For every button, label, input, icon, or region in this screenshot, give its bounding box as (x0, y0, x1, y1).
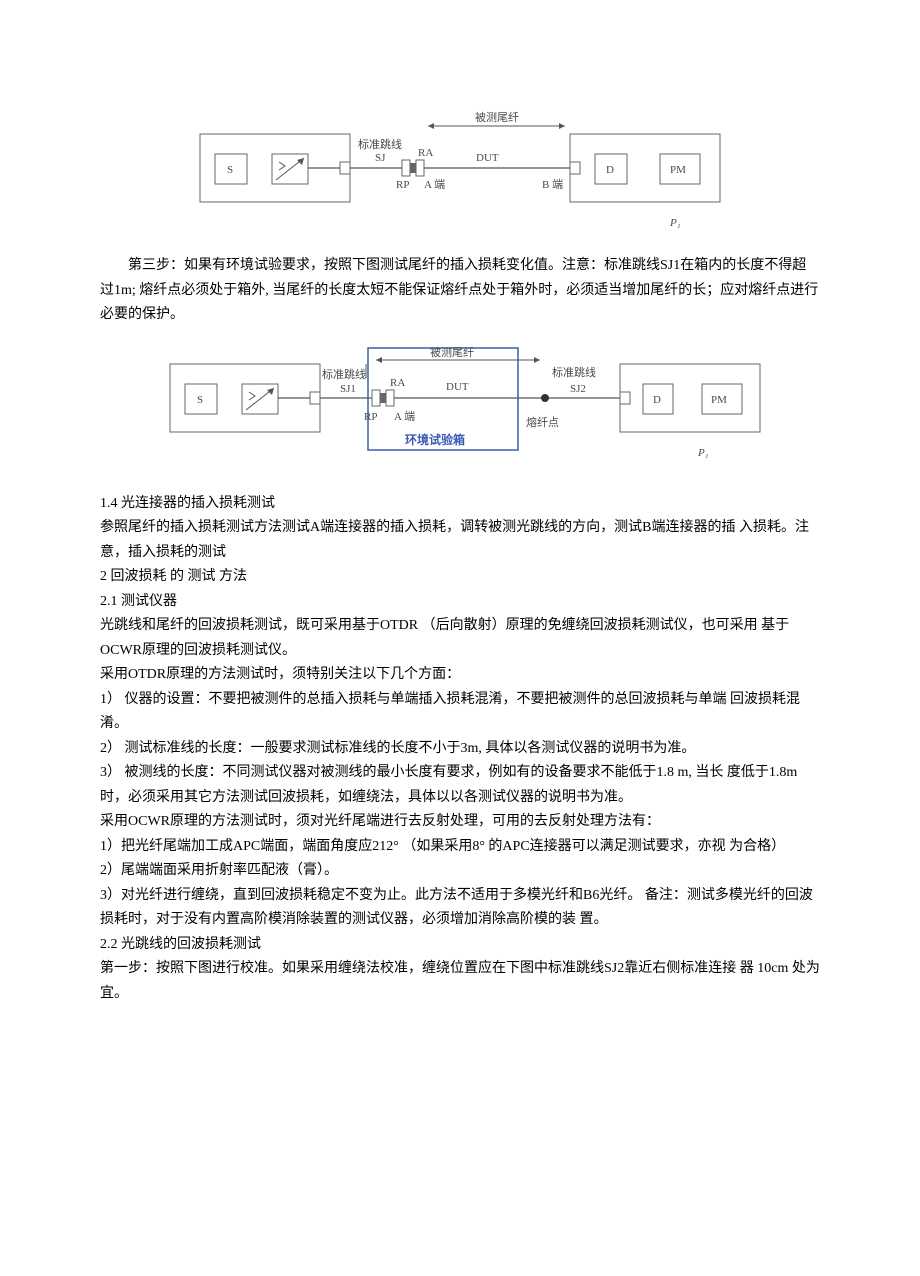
p22a: 第一步：按照下图进行校准。如果采用缠绕法校准，缠绕位置应在下图中标准跳线SJ2靠… (100, 957, 820, 1006)
p21-3: 3） 被测线的长度：不同测试仪器对被测线的最小长度有要求，例如有的设备要求不能低… (100, 761, 820, 810)
d1-sj: SJ (375, 152, 386, 164)
p21c3: 3）对光纤进行缠绕，直到回波损耗稳定不变为止。此方法不适用于多模光纤和B6光纤。… (100, 884, 820, 933)
p21-2: 2） 测试标准线的长度：一般要求测试标准线的长度不小于3m, 具体以各测试仪器的… (100, 737, 820, 762)
d1-pm: PM (670, 164, 686, 176)
d1-s: S (227, 164, 233, 176)
diagram-step2: S D PM 标准跳线 (100, 106, 820, 236)
d2-env: 环境试验箱 (405, 432, 465, 447)
d1-d: D (606, 164, 614, 176)
d2-ra: RA (390, 377, 405, 389)
d2-rp: RP (364, 411, 377, 423)
d1-std: 标准跳线 (358, 137, 402, 151)
diagram2-svg: S D PM (150, 334, 770, 474)
d2-s: S (197, 394, 203, 406)
h21: 2.1 测试仪器 (100, 590, 820, 615)
step3-text: 第三步：如果有环境试验要求，按照下图测试尾纤的插入损耗变化值。注意：标准跳线SJ… (100, 254, 820, 328)
d2-stdr: 标准跳线 (552, 365, 596, 379)
d2-dut: DUT (446, 381, 469, 393)
p21c2: 2）尾端端面采用折射率匹配液（膏）。 (100, 859, 820, 884)
d1-rp: RP (396, 179, 409, 191)
d2-a: A 端 (394, 410, 415, 423)
d2-sj1: SJ1 (340, 383, 356, 395)
h14: 1.4 光连接器的插入损耗测试 (100, 492, 820, 517)
diagram-step3: S D PM (100, 334, 820, 474)
d2-dutf: 被测尾纤 (430, 346, 474, 359)
d1-dut: DUT (476, 152, 499, 164)
d1-dutf: 被测尾纤 (475, 111, 519, 124)
d1-p1: P₁ (669, 217, 681, 229)
d2-d: D (653, 394, 661, 406)
p21c: 采用OCWR原理的方法测试时，须对光纤尾端进行去反射处理，可用的去反射处理方法有… (100, 810, 820, 835)
d2-pm: PM (711, 394, 727, 406)
d1-b: B 端 (542, 178, 563, 191)
h2: 2 回波损耗 的 测试 方法 (100, 565, 820, 590)
diagram1-svg: S D PM 标准跳线 (180, 106, 740, 236)
p21c1: 1）把光纤尾端加工成APC端面，端面角度应212° （如果采用8° 的APC连接… (100, 835, 820, 860)
d2-p1: P₁ (697, 447, 709, 459)
d2-sj2: SJ2 (570, 383, 586, 395)
d1-ra: RA (418, 147, 433, 159)
p14a: 参照尾纤的插入损耗测试方法测试A端连接器的插入损耗，调转被测光跳线的方向，测试B… (100, 516, 820, 565)
p21-1: 1） 仪器的设置：不要把被测件的总插入损耗与单端插入损耗混淆，不要把被测件的总回… (100, 688, 820, 737)
d1-a: A 端 (424, 178, 445, 191)
d2-fuse: 熔纤点 (526, 415, 559, 429)
p21a: 光跳线和尾纤的回波损耗测试，既可采用基于OTDR （后向散射）原理的免缠绕回波损… (100, 614, 820, 663)
document-page: S D PM 标准跳线 (0, 0, 920, 1046)
h22: 2.2 光跳线的回波损耗测试 (100, 933, 820, 958)
d2-stdl: 标准跳线 (322, 367, 366, 381)
p21b: 采用OTDR原理的方法测试时，须特别关注以下几个方面： (100, 663, 820, 688)
